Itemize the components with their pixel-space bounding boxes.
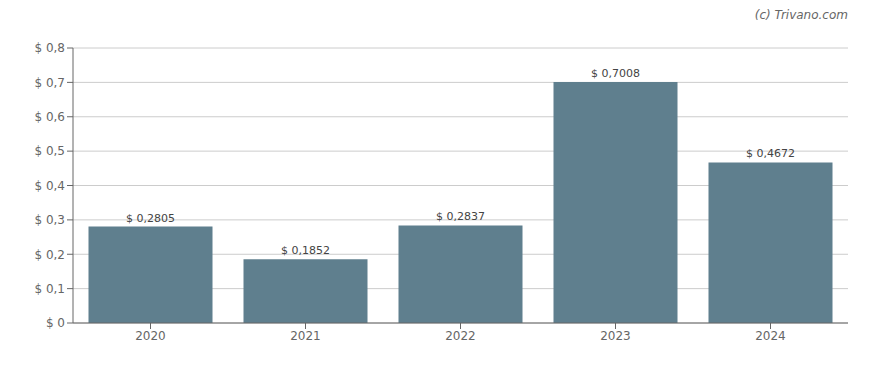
svg-text:$ 0: $ 0 <box>46 316 65 330</box>
svg-text:$ 0,1852: $ 0,1852 <box>281 244 330 257</box>
svg-text:2020: 2020 <box>135 329 166 343</box>
svg-text:$ 0,2805: $ 0,2805 <box>126 212 175 225</box>
svg-text:$ 0,7: $ 0,7 <box>34 76 65 90</box>
svg-text:2023: 2023 <box>600 329 631 343</box>
svg-text:2021: 2021 <box>290 329 321 343</box>
svg-text:$ 0,8: $ 0,8 <box>34 41 65 55</box>
svg-text:$ 0,2837: $ 0,2837 <box>436 210 485 223</box>
svg-text:$ 0,6: $ 0,6 <box>34 110 65 124</box>
html-text:(c) Trivano.com: (c) Trivano.com <box>754 8 848 22</box>
svg-text:$ 0,3: $ 0,3 <box>34 213 65 227</box>
svg-text:$ 0,4: $ 0,4 <box>34 179 65 193</box>
svg-text:$ 0,7008: $ 0,7008 <box>591 67 640 80</box>
svg-text:2024: 2024 <box>755 329 786 343</box>
svg-text:$ 0,5: $ 0,5 <box>34 144 65 158</box>
svg-text:2022: 2022 <box>445 329 476 343</box>
svg-text:$ 0,4672: $ 0,4672 <box>746 147 795 160</box>
svg-text:$ 0,1: $ 0,1 <box>34 282 65 296</box>
svg-text:$ 0,2: $ 0,2 <box>34 248 65 262</box>
